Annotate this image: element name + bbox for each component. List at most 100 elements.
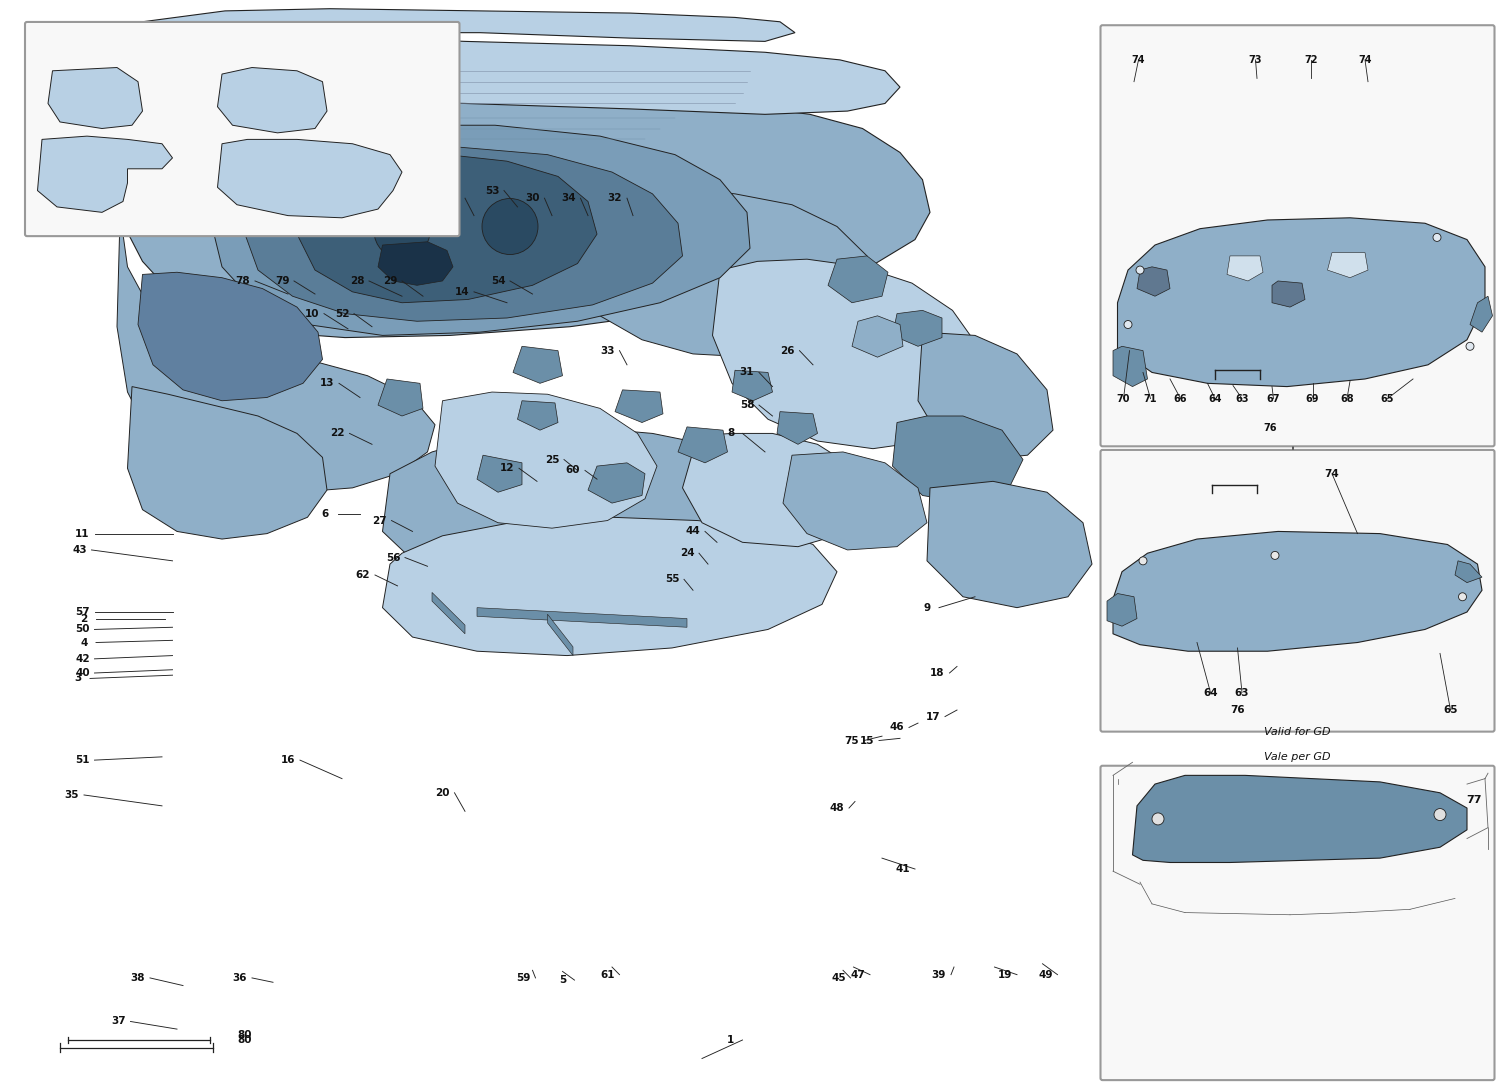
Polygon shape bbox=[432, 592, 465, 634]
Text: 71: 71 bbox=[1143, 393, 1158, 404]
Text: 7: 7 bbox=[390, 178, 396, 188]
Text: 15: 15 bbox=[859, 735, 874, 746]
Text: 43: 43 bbox=[72, 544, 87, 555]
Text: 2: 2 bbox=[81, 613, 87, 624]
Text: 10: 10 bbox=[304, 308, 320, 319]
Text: 61: 61 bbox=[600, 969, 615, 980]
Text: 53: 53 bbox=[484, 185, 500, 196]
Polygon shape bbox=[678, 427, 728, 463]
Polygon shape bbox=[112, 98, 930, 338]
Text: 33: 33 bbox=[600, 345, 615, 356]
Text: 75: 75 bbox=[844, 735, 859, 746]
Text: 13: 13 bbox=[320, 378, 334, 389]
Text: 59: 59 bbox=[516, 972, 531, 983]
Polygon shape bbox=[892, 416, 1023, 503]
Polygon shape bbox=[1107, 594, 1137, 626]
Polygon shape bbox=[1132, 775, 1467, 862]
Text: 30: 30 bbox=[525, 193, 540, 204]
Text: 65: 65 bbox=[1443, 705, 1458, 715]
Polygon shape bbox=[892, 310, 942, 346]
Polygon shape bbox=[128, 387, 327, 539]
Polygon shape bbox=[378, 379, 423, 416]
Text: 28: 28 bbox=[350, 276, 364, 286]
Text: 67: 67 bbox=[1266, 393, 1280, 404]
Polygon shape bbox=[117, 218, 435, 492]
Text: 80: 80 bbox=[237, 1035, 252, 1045]
Text: 47: 47 bbox=[850, 969, 865, 980]
Text: 44: 44 bbox=[686, 526, 700, 537]
Text: 14: 14 bbox=[454, 286, 470, 297]
Text: 74: 74 bbox=[1324, 468, 1340, 479]
Text: 42: 42 bbox=[75, 653, 90, 664]
Text: 29: 29 bbox=[382, 276, 398, 286]
Polygon shape bbox=[732, 370, 772, 401]
Polygon shape bbox=[382, 517, 837, 656]
Polygon shape bbox=[48, 68, 142, 129]
Text: 11: 11 bbox=[75, 528, 90, 539]
Text: 65: 65 bbox=[1380, 393, 1395, 404]
Circle shape bbox=[482, 198, 538, 255]
Circle shape bbox=[1152, 812, 1164, 825]
Text: 41: 41 bbox=[896, 864, 910, 874]
Text: 51: 51 bbox=[75, 755, 90, 766]
Polygon shape bbox=[548, 614, 573, 656]
Text: 22: 22 bbox=[330, 428, 345, 439]
Polygon shape bbox=[210, 125, 750, 335]
Text: Valid for GD: Valid for GD bbox=[1264, 726, 1330, 737]
Polygon shape bbox=[1227, 256, 1263, 281]
Text: 21: 21 bbox=[446, 193, 460, 204]
Text: 69: 69 bbox=[1305, 393, 1320, 404]
Text: 5: 5 bbox=[560, 975, 566, 986]
Polygon shape bbox=[382, 427, 783, 588]
Polygon shape bbox=[783, 452, 927, 550]
Polygon shape bbox=[918, 332, 1053, 460]
Polygon shape bbox=[217, 68, 327, 133]
Text: 20: 20 bbox=[435, 787, 450, 798]
Polygon shape bbox=[243, 147, 682, 321]
Text: 74: 74 bbox=[1359, 54, 1371, 65]
Text: 77: 77 bbox=[1467, 795, 1482, 806]
Text: 80: 80 bbox=[237, 1029, 252, 1040]
Polygon shape bbox=[513, 346, 562, 383]
Text: 70: 70 bbox=[1116, 393, 1131, 404]
Text: 37: 37 bbox=[111, 1016, 126, 1027]
Text: 78: 78 bbox=[236, 276, 250, 286]
Text: 76: 76 bbox=[1230, 705, 1245, 715]
Polygon shape bbox=[562, 187, 873, 357]
Text: 27: 27 bbox=[372, 515, 387, 526]
Text: 58: 58 bbox=[740, 400, 754, 411]
Text: 26: 26 bbox=[780, 345, 795, 356]
Polygon shape bbox=[1470, 296, 1492, 332]
Text: 64: 64 bbox=[1209, 393, 1221, 404]
Text: 16: 16 bbox=[280, 755, 296, 766]
FancyBboxPatch shape bbox=[26, 22, 459, 236]
Text: 50: 50 bbox=[75, 624, 90, 635]
Circle shape bbox=[1434, 808, 1446, 821]
Text: 24: 24 bbox=[680, 548, 694, 559]
Polygon shape bbox=[217, 139, 402, 218]
Text: 45: 45 bbox=[831, 972, 846, 983]
Polygon shape bbox=[1118, 218, 1485, 387]
Circle shape bbox=[1138, 556, 1148, 565]
Polygon shape bbox=[852, 316, 903, 357]
Circle shape bbox=[1270, 551, 1280, 560]
Text: 17: 17 bbox=[926, 711, 940, 722]
Text: 76: 76 bbox=[1263, 423, 1276, 433]
Text: 36: 36 bbox=[232, 972, 248, 983]
Text: 79: 79 bbox=[274, 276, 290, 286]
Text: 8: 8 bbox=[728, 428, 734, 439]
Polygon shape bbox=[1328, 253, 1368, 278]
Text: 19: 19 bbox=[998, 969, 1012, 980]
Polygon shape bbox=[477, 608, 687, 627]
Polygon shape bbox=[128, 9, 795, 54]
FancyBboxPatch shape bbox=[1101, 450, 1494, 732]
Polygon shape bbox=[712, 259, 987, 449]
Text: 64: 64 bbox=[1203, 687, 1218, 698]
Text: 63: 63 bbox=[1236, 393, 1248, 404]
Circle shape bbox=[1136, 266, 1144, 274]
FancyBboxPatch shape bbox=[1101, 25, 1494, 446]
Polygon shape bbox=[138, 272, 322, 401]
Circle shape bbox=[1458, 592, 1467, 601]
Text: 62: 62 bbox=[356, 570, 370, 580]
Polygon shape bbox=[588, 463, 645, 503]
